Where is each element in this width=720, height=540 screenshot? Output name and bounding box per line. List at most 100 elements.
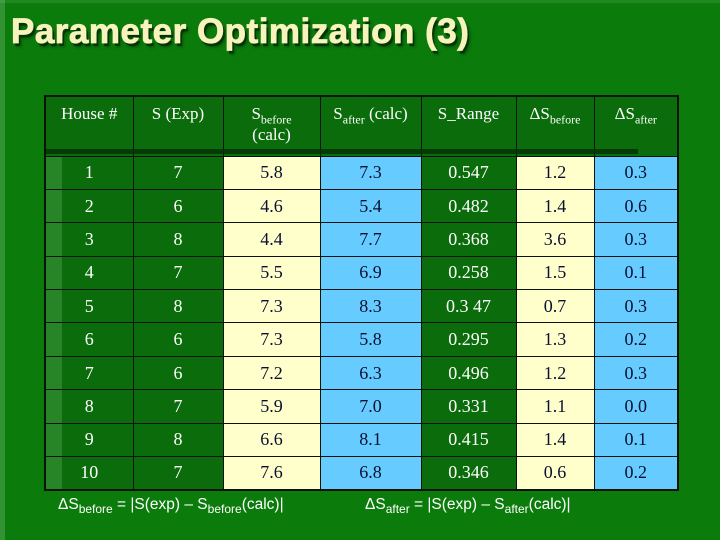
formula-text: (calc)| — [241, 496, 284, 513]
table-body: 1 7 5.8 7.3 0.547 1.2 0.3 2 6 4.6 5.4 0.482 1.4 0.6 3 8… — [44, 155, 679, 491]
cell-delta-s-before: 1.2 — [515, 155, 595, 190]
formula-subscript: after — [504, 502, 529, 517]
cell-house-number: 5 — [44, 289, 134, 324]
formula-text: = |S(exp) – S — [409, 496, 505, 513]
cell-s-after-calc: 8.3 — [319, 289, 422, 324]
cell-delta-s-before: 0.7 — [515, 289, 595, 324]
cell-s-exp: 7 — [132, 255, 224, 291]
column-header-s-before-calc: Sbefore (calc) — [222, 95, 321, 157]
table-row: 10 7 7.6 6.8 0.346 0.6 0.2 — [44, 456, 679, 491]
cell-delta-s-after: 0.0 — [593, 389, 679, 424]
cell-s-exp: 6 — [132, 188, 224, 224]
column-header-s-after-calc: Safter (calc) — [319, 95, 422, 157]
cell-s-range: 0.547 — [420, 155, 517, 190]
cell-delta-s-after: 0.2 — [593, 456, 679, 491]
cell-delta-s-before: 3.6 — [515, 222, 595, 257]
header-line2: (calc) — [252, 125, 291, 144]
cell-s-before-calc: 4.4 — [222, 222, 321, 257]
cell-s-range: 0.415 — [420, 422, 517, 458]
cell-s-exp: 8 — [132, 222, 224, 257]
cell-house-number: 2 — [44, 188, 134, 224]
cell-s-after-calc: 8.1 — [319, 422, 422, 458]
cell-s-before-calc: 7.2 — [222, 355, 321, 391]
cell-s-before-calc: 7.3 — [222, 289, 321, 324]
header-text: ΔS — [614, 104, 635, 123]
cell-delta-s-before: 0.6 — [515, 456, 595, 491]
cell-s-exp: 6 — [132, 322, 224, 357]
cell-house-number: 10 — [44, 456, 134, 491]
table-row: 7 6 7.2 6.3 0.496 1.2 0.3 — [44, 355, 679, 391]
cell-s-after-calc: 7.0 — [319, 389, 422, 424]
cell-house-number: 1 — [44, 155, 134, 190]
cell-s-after-calc: 6.9 — [319, 255, 422, 291]
formula-text: (calc)| — [528, 496, 571, 513]
header-subscript: before — [549, 112, 581, 127]
cell-s-before-calc: 5.8 — [222, 155, 321, 190]
header-text: S — [333, 104, 343, 123]
cell-s-exp: 8 — [132, 289, 224, 324]
cell-delta-s-after: 0.3 — [593, 355, 679, 391]
header-text: ΔS — [529, 104, 550, 123]
table-row: 5 8 7.3 8.3 0.3 47 0.7 0.3 — [44, 289, 679, 324]
cell-s-exp: 7 — [132, 456, 224, 491]
cell-delta-s-after: 0.3 — [593, 222, 679, 257]
column-header-house-number: House # — [44, 95, 134, 157]
cell-s-after-calc: 5.8 — [319, 322, 422, 357]
header-text: House # — [61, 104, 118, 123]
header-subscript: after — [342, 112, 365, 127]
cell-s-after-calc: 7.7 — [319, 222, 422, 257]
cell-s-range: 0.331 — [420, 389, 517, 424]
table-row: 9 8 6.6 8.1 0.415 1.4 0.1 — [44, 422, 679, 458]
header-text: S_Range — [437, 104, 500, 123]
cell-delta-s-after: 0.1 — [593, 422, 679, 458]
cell-delta-s-after: 0.1 — [593, 255, 679, 291]
cell-house-number: 9 — [44, 422, 134, 458]
cell-s-before-calc: 7.6 — [222, 456, 321, 491]
cell-s-exp: 8 — [132, 422, 224, 458]
cell-s-before-calc: 5.9 — [222, 389, 321, 424]
formula-subscript: after — [385, 502, 410, 517]
header-subscript: before — [260, 112, 292, 127]
cell-delta-s-after: 0.3 — [593, 155, 679, 190]
cell-delta-s-after: 0.6 — [593, 188, 679, 224]
formula-delta-s-before: ΔSbefore = |S(exp) – Sbefore(calc)| — [58, 496, 284, 517]
cell-s-range: 0.258 — [420, 255, 517, 291]
column-header-s-range: S_Range — [420, 95, 517, 157]
formula-text: ΔS — [365, 496, 386, 513]
formula-delta-s-after: ΔSafter = |S(exp) – Safter(calc)| — [365, 496, 571, 517]
header-text: S — [251, 104, 261, 123]
cell-s-range: 0.496 — [420, 355, 517, 391]
column-header-delta-s-before: ΔSbefore — [515, 95, 595, 157]
cell-s-range: 0.3 47 — [420, 289, 517, 324]
cell-s-after-calc: 5.4 — [319, 188, 422, 224]
cell-s-after-calc: 6.3 — [319, 355, 422, 391]
results-table: House # S (Exp) Sbefore (calc) Safter (c… — [44, 95, 679, 491]
cell-delta-s-after: 0.3 — [593, 289, 679, 324]
cell-house-number: 7 — [44, 355, 134, 391]
table-row: 6 6 7.3 5.8 0.295 1.3 0.2 — [44, 322, 679, 357]
table-row: 2 6 4.6 5.4 0.482 1.4 0.6 — [44, 188, 679, 224]
cell-s-before-calc: 5.5 — [222, 255, 321, 291]
header-text: (calc) — [364, 104, 408, 123]
cell-delta-s-before: 1.5 — [515, 255, 595, 291]
cell-delta-s-before: 1.4 — [515, 422, 595, 458]
formula-text: ΔS — [58, 496, 79, 513]
cell-delta-s-before: 1.4 — [515, 188, 595, 224]
cell-s-before-calc: 6.6 — [222, 422, 321, 458]
cell-s-range: 0.368 — [420, 222, 517, 257]
cell-s-before-calc: 7.3 — [222, 322, 321, 357]
header-subscript: after — [634, 112, 657, 127]
cell-s-exp: 7 — [132, 155, 224, 190]
cell-s-exp: 6 — [132, 355, 224, 391]
table-row: 3 8 4.4 7.7 0.368 3.6 0.3 — [44, 222, 679, 257]
cell-house-number: 8 — [44, 389, 134, 424]
table-row: 4 7 5.5 6.9 0.258 1.5 0.1 — [44, 255, 679, 291]
formula-text: = |S(exp) – S — [112, 496, 208, 513]
formula-subscript: before — [207, 502, 242, 517]
cell-s-range: 0.346 — [420, 456, 517, 491]
cell-house-number: 3 — [44, 222, 134, 257]
cell-delta-s-before: 1.3 — [515, 322, 595, 357]
column-header-s-exp: S (Exp) — [132, 95, 224, 157]
header-text: S (Exp) — [151, 104, 205, 123]
